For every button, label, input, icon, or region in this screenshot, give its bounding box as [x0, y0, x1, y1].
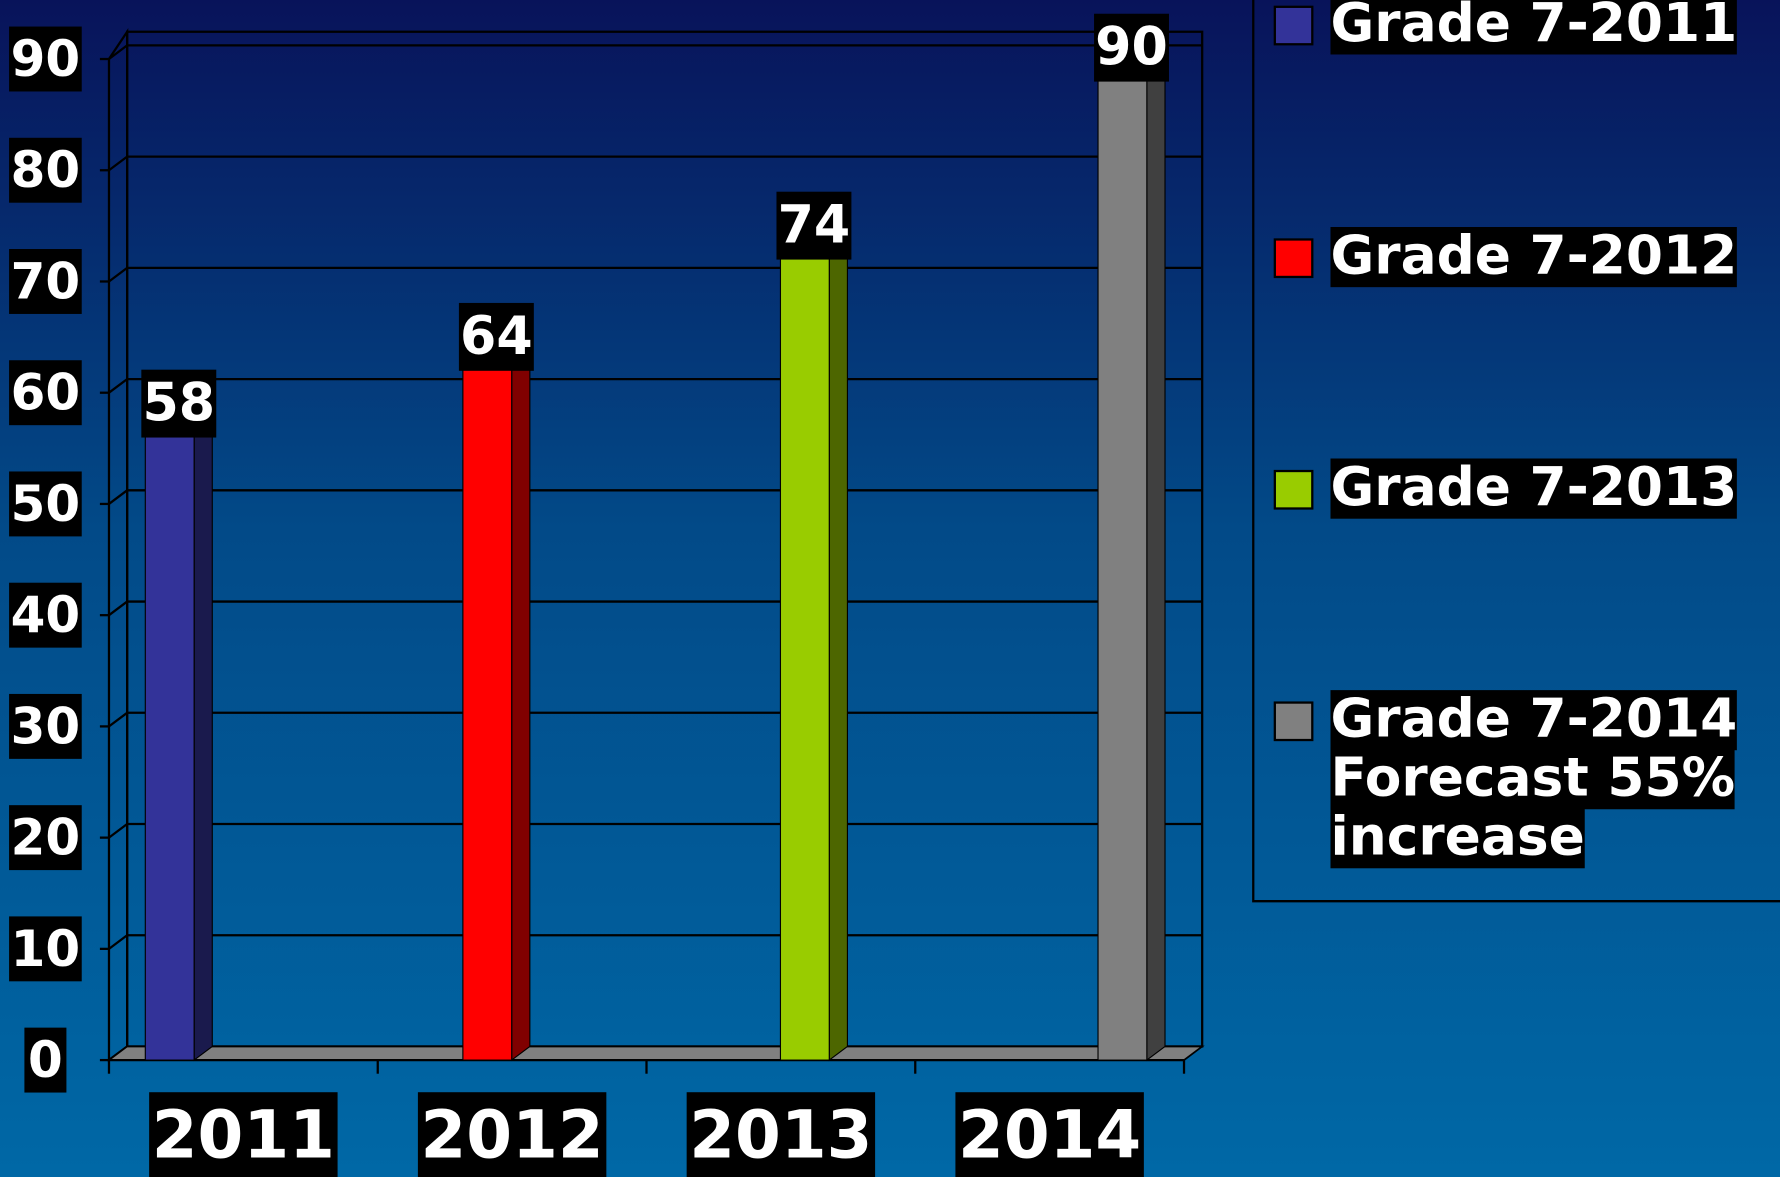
legend-swatch: [1273, 469, 1314, 510]
y-tick-label-box: [9, 137, 82, 203]
data-label: 64: [460, 307, 533, 367]
x-tick-label: 2013: [689, 1097, 872, 1174]
y-tick-label: 80: [11, 141, 81, 199]
legend-label: Grade 7-2011: [1330, 0, 1738, 55]
x-tick-label-box: [686, 1092, 876, 1177]
grid-line: [108, 44, 1203, 60]
legend-label: Grade 7-2014 Forecast 55% increase: [1330, 690, 1738, 869]
legend-item: Grade 7-2011: [1330, 0, 1778, 55]
legend-swatch: [1273, 5, 1314, 46]
y-tick-label-box: [9, 582, 82, 648]
y-tick-label-box: [9, 805, 82, 871]
data-label-box: [1094, 13, 1169, 82]
floor: [106, 1045, 1205, 1061]
data-label: 90: [1095, 18, 1168, 78]
bar-side: [193, 400, 213, 1062]
data-label-box: [141, 369, 217, 438]
legend-text: Grade 7-2013: [1330, 458, 1778, 519]
legend-text: Grade 7-2014 Forecast 55% increase: [1330, 690, 1778, 869]
y-tick-label: 10: [11, 920, 81, 978]
x-tick-label: 2012: [421, 1097, 604, 1174]
y-tick-label: 60: [11, 364, 81, 422]
x-tick-label-box: [955, 1092, 1144, 1177]
legend-label: Grade 7-2013: [1330, 458, 1738, 519]
bar: [144, 414, 195, 1061]
bar: [1097, 58, 1148, 1061]
y-tick-label-box: [24, 1027, 67, 1093]
x-tick-label: 2014: [958, 1097, 1141, 1174]
data-label-box: [458, 302, 534, 371]
legend-swatch: [1273, 701, 1314, 742]
y-tick-label: 40: [11, 586, 81, 644]
bar-side: [828, 222, 848, 1062]
legend-item: Grade 7-2014 Forecast 55% increase: [1330, 690, 1778, 869]
y-tick-label: 20: [11, 809, 81, 867]
legend-item: Grade 7-2013: [1330, 458, 1778, 519]
y-tick-label-box: [9, 471, 82, 537]
bar-side: [1146, 44, 1166, 1062]
bar: [779, 236, 830, 1061]
x-tick-label-box: [417, 1092, 607, 1177]
grid-line: [108, 155, 1203, 172]
y-tick-label-box: [9, 249, 82, 314]
y-tick-label: 0: [28, 1031, 63, 1089]
x-tick-label: 2011: [152, 1097, 335, 1174]
data-label: 74: [778, 196, 851, 256]
legend-border: [1252, 0, 1780, 903]
y-tick-label-box: [9, 693, 82, 759]
y-tick-label-box: [9, 916, 82, 982]
data-label-box: [776, 191, 852, 260]
y-tick-label: 30: [11, 697, 81, 755]
data-label: 58: [142, 374, 215, 434]
legend-text: Grade 7-2011: [1330, 0, 1778, 55]
legend-label: Grade 7-2012: [1330, 227, 1738, 288]
y-tick-label-box: [9, 26, 82, 92]
x-tick-label-box: [149, 1092, 338, 1177]
y-tick-label: 70: [11, 252, 81, 310]
bar: [462, 347, 513, 1061]
y-tick-label: 90: [11, 30, 81, 88]
y-tick-label-box: [9, 360, 82, 426]
legend-text: Grade 7-2012: [1330, 227, 1778, 288]
legend-swatch: [1273, 238, 1314, 279]
y-tick-label: 50: [11, 475, 81, 533]
legend-item: Grade 7-2012: [1330, 227, 1778, 288]
bar-side: [511, 333, 531, 1062]
